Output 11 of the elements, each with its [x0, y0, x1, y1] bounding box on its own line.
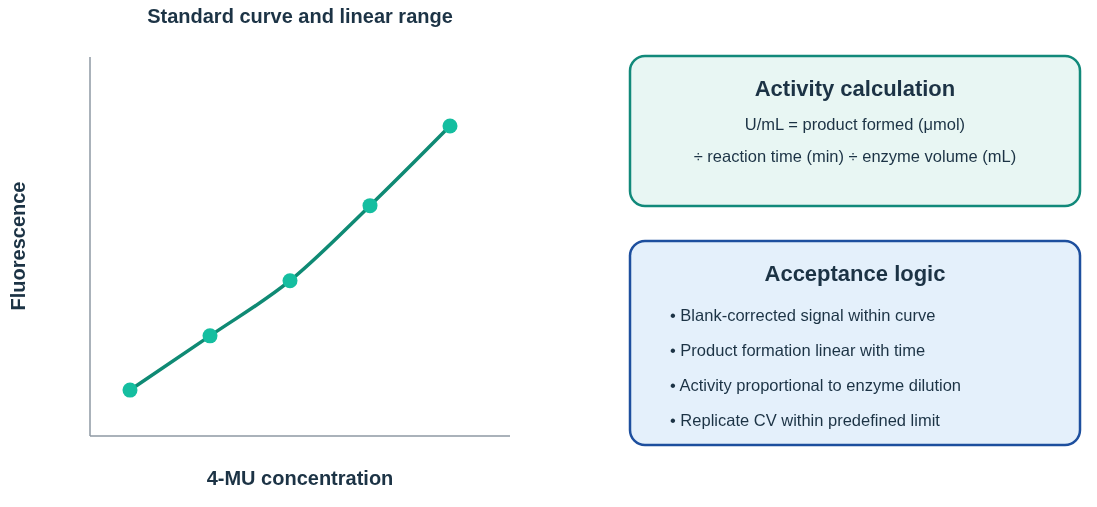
text: • Activity proportional to enzyme dilution: [670, 376, 962, 394]
y-axis-title: Fluorescence: [7, 181, 29, 311]
text: • Product formation linear with time: [670, 341, 926, 359]
text: Activity calculation: [754, 76, 956, 101]
x-axis-title: 4-MU concentration: [206, 467, 394, 489]
text: • Blank-corrected signal within curve: [670, 306, 936, 324]
text: Acceptance logic: [764, 261, 946, 286]
chart-title: Standard curve and linear range: [147, 5, 453, 27]
text: U/mL = product formed (μmol): [744, 115, 966, 133]
text: ÷ reaction time (min) ÷ enzyme volume (mL): [693, 147, 1017, 165]
text: • Replicate CV within predefined limit: [670, 411, 941, 429]
